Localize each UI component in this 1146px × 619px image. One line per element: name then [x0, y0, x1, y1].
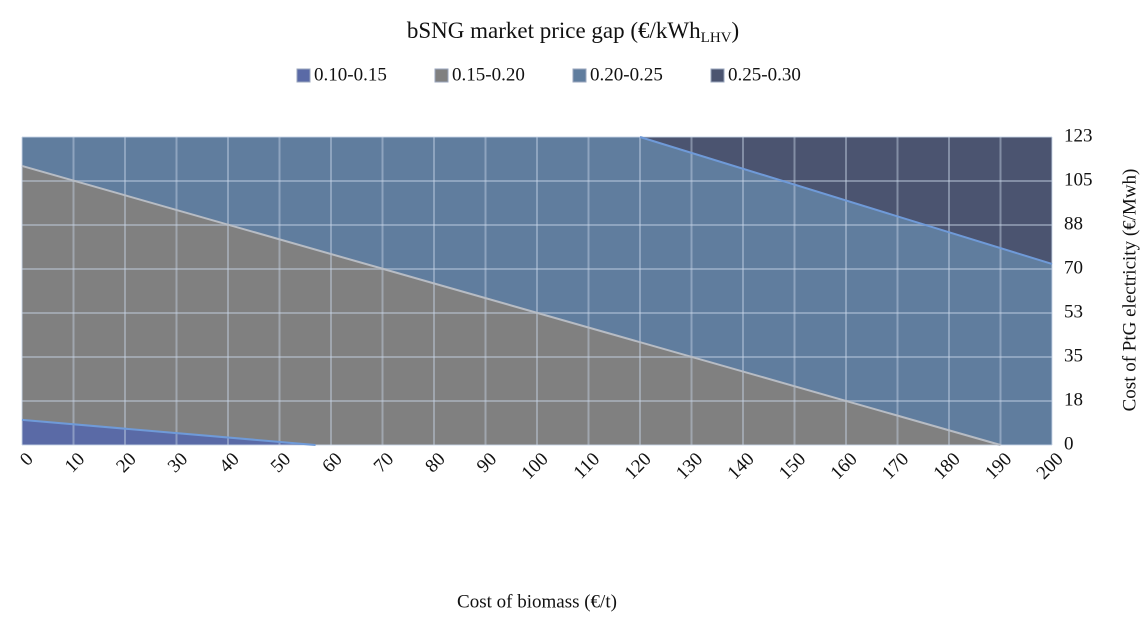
x-tick-label: 200	[1033, 449, 1068, 484]
y-axis-label: Cost of PtG electricity (€/Mwh)	[1119, 169, 1140, 412]
x-tick-label: 20	[112, 449, 140, 477]
legend-label: 0.10-0.15	[314, 64, 387, 85]
legend-label: 0.15-0.20	[452, 64, 525, 85]
plot-area	[21, 136, 1053, 446]
y-tick-label: 88	[1064, 213, 1083, 234]
x-axis-label: Cost of biomass (€/t)	[457, 591, 617, 612]
x-tick-label: 190	[981, 449, 1016, 484]
x-tick-label: 90	[473, 449, 501, 477]
x-tick-label: 170	[878, 449, 913, 484]
legend-swatch	[296, 68, 311, 83]
x-tick-label: 100	[518, 449, 553, 484]
contour-line	[21, 164, 1001, 446]
x-tick-label: 70	[370, 449, 398, 477]
legend-swatch	[572, 68, 587, 83]
x-tick-label: 140	[724, 449, 759, 484]
legend-swatch	[434, 68, 449, 83]
y-tick-label: 35	[1064, 345, 1083, 366]
chart-title: bSNG market price gap (€/kWhLHV)	[407, 18, 739, 46]
y-tick-label: 53	[1064, 301, 1083, 322]
x-tick-label: 80	[421, 449, 449, 477]
y-tick-label: 70	[1064, 257, 1083, 278]
y-tick-label: 0	[1064, 433, 1074, 454]
title-suffix: )	[731, 18, 739, 43]
x-tick-label: 60	[318, 449, 346, 477]
contour-line	[639, 136, 1053, 265]
x-tick-label: 30	[164, 449, 192, 477]
x-tick-label: 50	[267, 449, 295, 477]
legend: 0.10-0.15 0.15-0.20 0.20-0.25 0.25-0.30	[296, 64, 801, 85]
legend-label: 0.25-0.30	[728, 64, 801, 85]
x-tick-label: 0	[16, 449, 38, 471]
x-tick-label: 130	[672, 449, 707, 484]
x-tick-label: 40	[215, 449, 243, 477]
x-tick-label: 120	[621, 449, 656, 484]
x-tick-label: 10	[61, 449, 89, 477]
y-tick-label: 123	[1064, 125, 1093, 146]
contour-line	[21, 418, 316, 446]
x-tick-label: 110	[570, 449, 605, 484]
x-tick-label: 160	[827, 449, 862, 484]
legend-label: 0.20-0.25	[590, 64, 663, 85]
title-subscript: LHV	[701, 30, 732, 46]
y-tick-label: 105	[1064, 169, 1093, 190]
title-text: bSNG market price gap (€/kWh	[407, 18, 701, 43]
x-tick-label: 180	[930, 449, 965, 484]
legend-swatch	[710, 68, 725, 83]
y-tick-label: 18	[1064, 389, 1083, 410]
x-tick-label: 150	[775, 449, 810, 484]
